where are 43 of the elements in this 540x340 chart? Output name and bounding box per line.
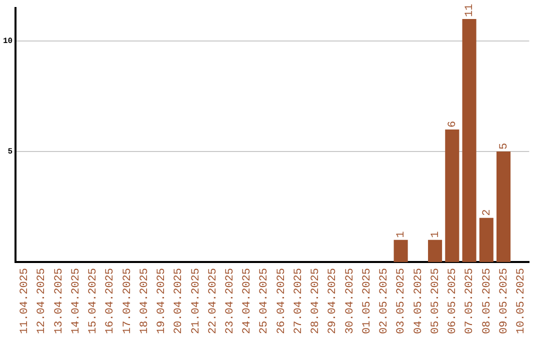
bar: [462, 19, 476, 262]
x-tick-label: 20.04.2025: [173, 268, 186, 334]
y-tick-label: 10: [2, 37, 13, 46]
x-tick-label: 06.05.2025: [447, 268, 460, 334]
bar: [445, 129, 460, 262]
bar: [394, 240, 408, 262]
data-label: 6: [447, 120, 460, 128]
x-tick-label: 26.04.2025: [276, 268, 288, 334]
x-tick-label: 25.04.2025: [258, 268, 271, 334]
x-tick-label: 02.05.2025: [378, 268, 391, 334]
x-tick-label: 07.05.2025: [464, 268, 476, 334]
x-tick-label: 17.04.2025: [122, 268, 134, 334]
x-tick-label: 05.05.2025: [430, 268, 442, 334]
x-tick-label: 14.04.2025: [70, 268, 82, 334]
x-tick-label: 29.04.2025: [327, 268, 340, 334]
bar: [479, 218, 494, 262]
data-label: 2: [481, 209, 494, 216]
x-tick-label: 12.04.2025: [36, 268, 48, 334]
x-tick-label: 28.04.2025: [310, 268, 322, 334]
x-tick-label: 30.04.2025: [344, 268, 356, 334]
x-tick-label: 19.04.2025: [156, 268, 168, 334]
x-tick-label: 18.04.2025: [138, 268, 151, 334]
x-tick-label: 09.05.2025: [498, 268, 510, 334]
data-label: 5: [498, 142, 510, 150]
x-tick-label: 23.04.2025: [224, 268, 237, 334]
data-label: 1: [430, 230, 442, 238]
x-tick-label: 24.04.2025: [242, 268, 254, 334]
bar: [428, 240, 442, 262]
x-tick-label: 16.04.2025: [104, 268, 117, 334]
x-tick-label: 21.04.2025: [190, 268, 202, 334]
data-label: 11: [464, 3, 476, 18]
x-tick-label: 08.05.2025: [481, 268, 494, 334]
bar: [496, 152, 511, 262]
x-tick-label: 04.05.2025: [412, 268, 425, 334]
x-tick-label: 15.04.2025: [88, 268, 100, 334]
x-tick-label: 11.04.2025: [19, 268, 32, 334]
data-label: 1: [396, 230, 408, 238]
x-tick-label: 01.05.2025: [361, 268, 374, 334]
x-tick-label: 27.04.2025: [292, 268, 305, 334]
x-tick-label: 03.05.2025: [396, 268, 408, 334]
x-tick-label: 10.05.2025: [516, 268, 528, 334]
x-tick-label: 13.04.2025: [53, 268, 66, 334]
x-tick-label: 22.04.2025: [207, 268, 220, 334]
